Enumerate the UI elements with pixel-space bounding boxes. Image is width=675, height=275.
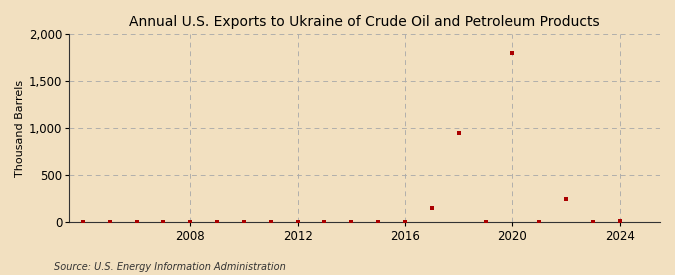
Y-axis label: Thousand Barrels: Thousand Barrels <box>15 80 25 177</box>
Point <box>78 220 88 224</box>
Point <box>373 220 383 224</box>
Point <box>480 219 491 224</box>
Title: Annual U.S. Exports to Ukraine of Crude Oil and Petroleum Products: Annual U.S. Exports to Ukraine of Crude … <box>130 15 600 29</box>
Point <box>534 220 545 224</box>
Point <box>105 220 115 224</box>
Point <box>265 220 276 224</box>
Text: Source: U.S. Energy Information Administration: Source: U.S. Energy Information Administ… <box>54 262 286 272</box>
Point <box>319 220 330 224</box>
Point <box>561 196 572 201</box>
Point <box>212 220 223 224</box>
Point <box>454 131 464 135</box>
Point <box>292 219 303 224</box>
Point <box>158 220 169 224</box>
Point <box>587 220 598 224</box>
Point <box>185 220 196 224</box>
Point <box>238 220 249 224</box>
Point <box>614 219 625 223</box>
Point <box>131 220 142 224</box>
Point <box>346 220 356 224</box>
Point <box>51 220 61 224</box>
Point <box>400 220 410 224</box>
Point <box>507 51 518 55</box>
Point <box>427 206 437 210</box>
